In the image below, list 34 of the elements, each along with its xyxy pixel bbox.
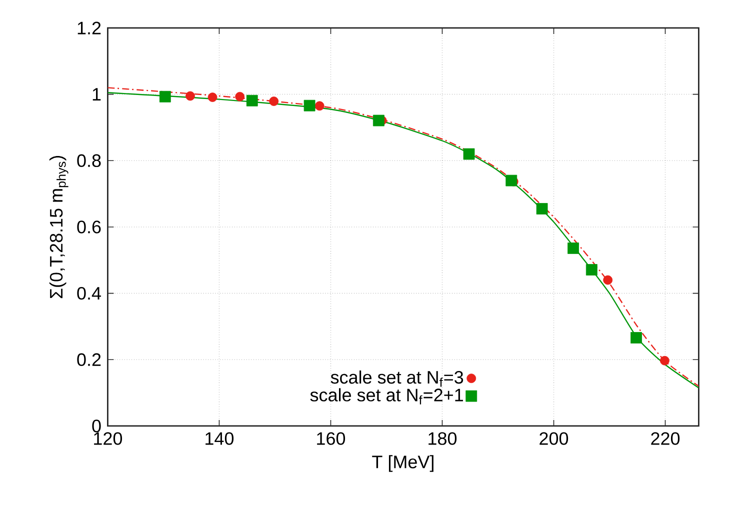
point (186, 91, 195, 101)
point (603, 275, 613, 285)
legend-label: scale set at N$_{f}$=2+1 (310, 388, 463, 404)
x-tick-label: 120 (94, 432, 122, 445)
x-tick-label: 220 (651, 432, 680, 445)
legend-label: scale set at N$_{f}$=3 (330, 370, 464, 387)
x-tick-label: 180 (428, 432, 457, 445)
point (269, 96, 279, 106)
point (208, 92, 218, 102)
y-tick-label: 0.8 (77, 154, 101, 168)
point (586, 264, 598, 276)
point (304, 100, 316, 112)
point (246, 94, 258, 106)
x-tick-label: 200 (540, 432, 568, 445)
point (536, 203, 548, 214)
y-tick-label: 0 (92, 420, 101, 432)
y-tick-label: 0.6 (77, 220, 101, 234)
point (568, 242, 579, 254)
point (506, 174, 518, 186)
point (314, 101, 324, 111)
y-tick-label: 1 (92, 88, 101, 101)
point (660, 356, 670, 366)
y-tick-label: 0.4 (77, 286, 101, 300)
x-axis-title: T [MeV] (372, 455, 434, 472)
point (463, 148, 475, 160)
y-tick-label: 1.2 (78, 22, 101, 34)
x-tick-label: 140 (206, 432, 234, 445)
x-tick-label: 160 (317, 432, 346, 445)
y-axis-title: Σ(0,T,28.15 m$_{phys}$) (49, 156, 68, 298)
y-tick-label: 0.2 (77, 353, 101, 366)
point (372, 114, 384, 126)
point (235, 92, 245, 102)
point (159, 90, 171, 102)
point (630, 332, 642, 344)
